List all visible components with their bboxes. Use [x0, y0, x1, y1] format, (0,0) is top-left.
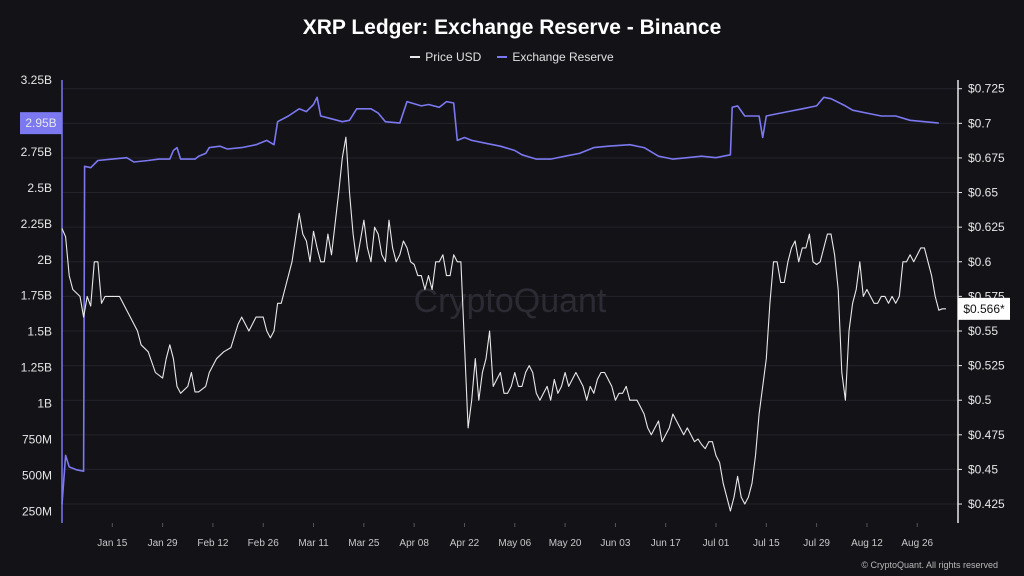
right-tick-label: $0.625 — [968, 220, 1005, 234]
price-usd-line[interactable] — [61, 136, 946, 512]
left-current-label: 2.95B — [25, 116, 56, 130]
left-tick-label: 2B — [37, 253, 52, 267]
left-tick-label: 1.75B — [21, 289, 52, 303]
right-current-label: $0.566* — [963, 302, 1005, 316]
x-tick-label: Feb 26 — [248, 538, 280, 549]
left-tick-label: 250M — [22, 504, 52, 518]
exchange-reserve-line[interactable] — [61, 96, 939, 505]
legend-item-price[interactable]: Price USD — [410, 50, 481, 64]
legend: Price USD Exchange Reserve — [0, 50, 1024, 64]
gridlines — [62, 88, 958, 505]
legend-swatch-reserve — [497, 56, 508, 58]
x-tick-label: Jul 15 — [753, 538, 780, 549]
x-tick-label: Mar 11 — [298, 538, 329, 549]
x-tick-label: May 20 — [549, 538, 582, 549]
right-tick-label: $0.55 — [968, 324, 998, 338]
x-tick-label: Jan 15 — [97, 538, 127, 549]
x-tick-label: Aug 12 — [851, 538, 883, 549]
right-tick-label: $0.5 — [968, 393, 992, 407]
x-tick-label: Mar 25 — [348, 538, 380, 549]
right-axis-ticks: $0.425$0.45$0.475$0.5$0.525$0.55$0.575$0… — [958, 82, 1005, 511]
left-tick-label: 1.25B — [21, 361, 52, 375]
x-tick-label: Jul 01 — [703, 538, 730, 549]
right-tick-label: $0.45 — [968, 462, 998, 476]
right-tick-label: $0.725 — [968, 82, 1005, 96]
right-tick-label: $0.65 — [968, 186, 998, 200]
x-tick-label: Jul 29 — [803, 538, 830, 549]
x-tick-label: Feb 12 — [197, 538, 229, 549]
right-tick-label: $0.6 — [968, 255, 992, 269]
x-axis-ticks: Jan 15 Jan 29 Feb 12 Feb 26 Mar 11 Mar 25 Apr … — [97, 523, 934, 549]
x-tick-label: Apr 22 — [450, 538, 480, 549]
legend-item-reserve[interactable]: Exchange Reserve — [497, 50, 614, 64]
copyright: © CryptoQuant. All rights reserved — [861, 560, 998, 570]
left-tick-label: 1.5B — [27, 325, 52, 339]
right-tick-label: $0.675 — [968, 151, 1005, 165]
left-tick-label: 500M — [22, 469, 52, 483]
x-tick-label: Jun 17 — [651, 538, 681, 549]
left-tick-label: 750M — [22, 433, 52, 447]
right-tick-label: $0.525 — [968, 359, 1005, 373]
legend-swatch-price — [410, 56, 421, 58]
left-tick-label: 3.25B — [21, 73, 52, 87]
right-tick-label: $0.425 — [968, 497, 1005, 511]
left-tick-label: 2.75B — [21, 145, 52, 159]
left-tick-label: 2.5B — [27, 181, 52, 195]
x-tick-label: Jan 29 — [148, 538, 178, 549]
current-value-markers: 2.95B $0.566* — [20, 112, 1010, 320]
left-tick-label: 2.25B — [21, 217, 52, 231]
legend-label-reserve: Exchange Reserve — [512, 50, 614, 64]
left-current-badge — [20, 112, 62, 135]
x-tick-label: Apr 08 — [399, 538, 429, 549]
x-tick-label: May 06 — [498, 538, 531, 549]
right-current-badge — [958, 297, 1010, 320]
series-group — [61, 96, 946, 512]
left-axis-ticks: 250M 500M 750M 1B 1.25B 1.5B 1.75B 2B 2.25B 2.5B 2… — [21, 73, 52, 518]
x-tick-label: Jun 03 — [600, 538, 630, 549]
chart-title: XRP Ledger: Exchange Reserve - Binance — [302, 16, 722, 39]
x-tick-label: Aug 26 — [901, 538, 933, 549]
left-tick-label: 1B — [37, 397, 52, 411]
right-tick-label: $0.7 — [968, 116, 992, 130]
watermark: CryptoQuant — [414, 282, 607, 320]
legend-label-price: Price USD — [425, 50, 482, 64]
right-tick-label: $0.475 — [968, 428, 1005, 442]
